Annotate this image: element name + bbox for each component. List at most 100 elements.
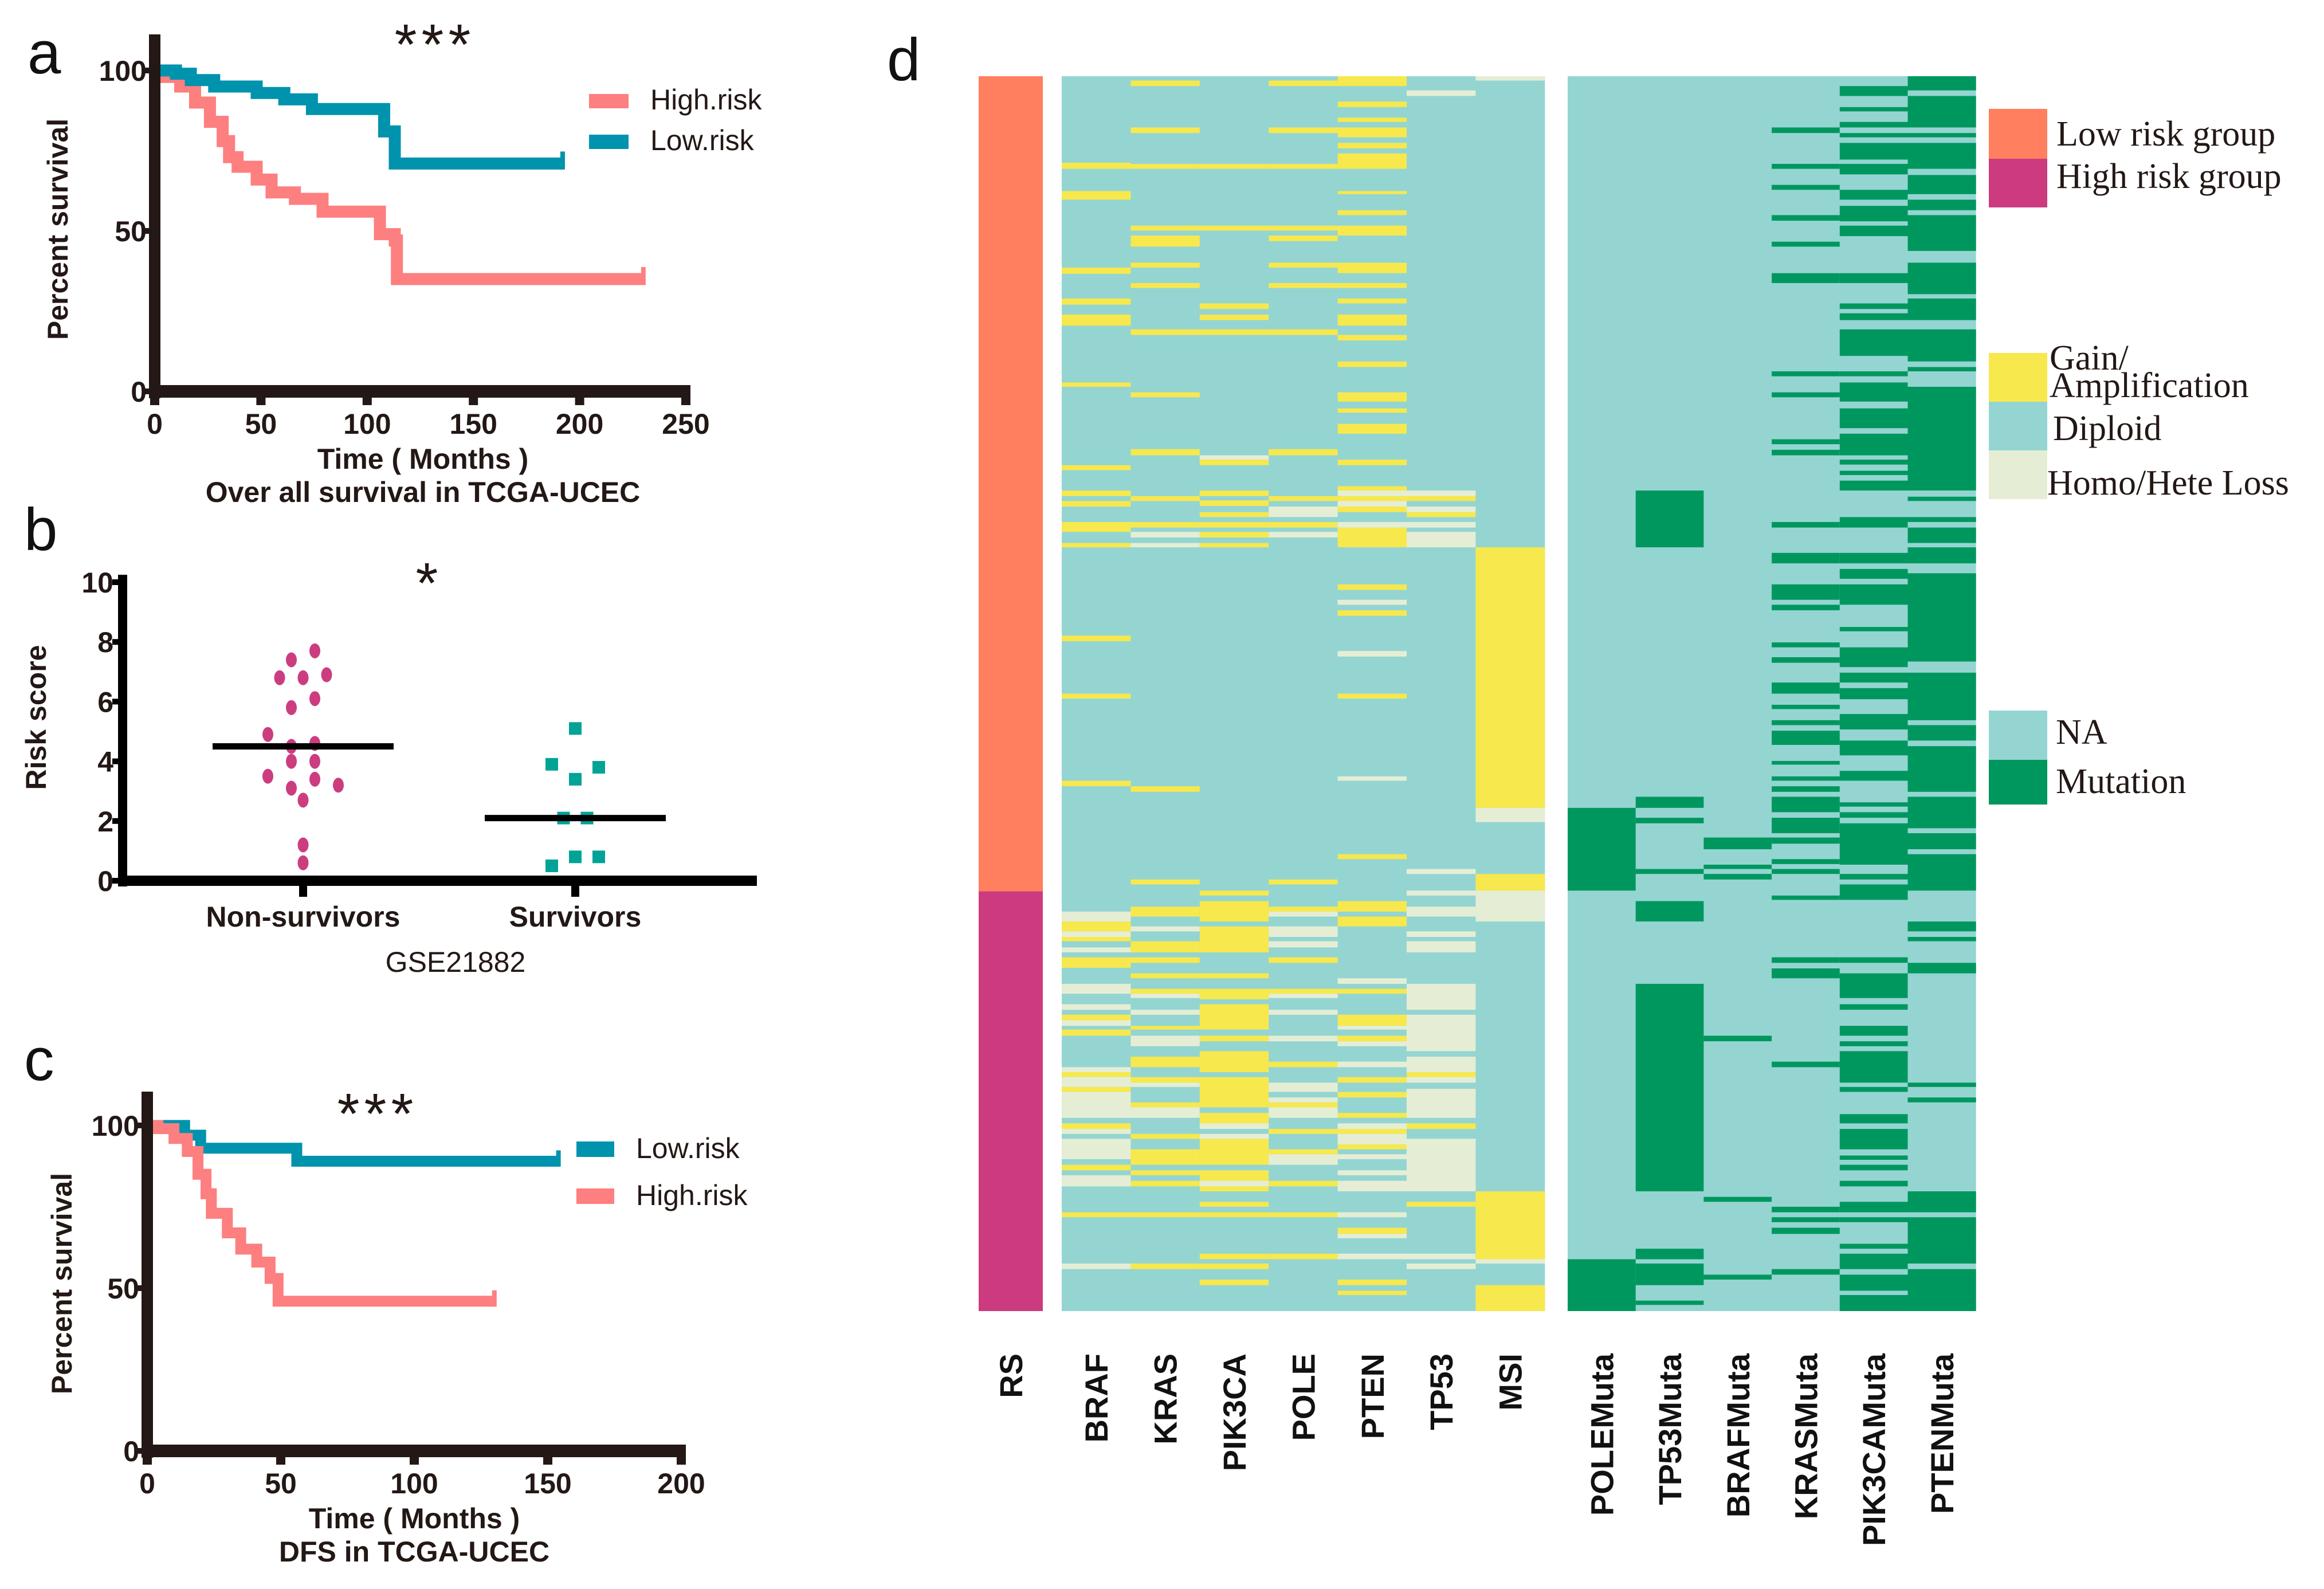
heatmap-cell-loss	[1407, 1089, 1476, 1118]
heatmap-cell-gain	[1337, 486, 1407, 491]
heatmap-cell-mutation	[1772, 859, 1840, 864]
column-label: POLEMuta	[1584, 1353, 1620, 1516]
heatmap-cell-gain	[1337, 584, 1407, 590]
heatmap-cell-gain	[1337, 1092, 1407, 1098]
heatmap-cell-gain	[1337, 901, 1407, 912]
data-point	[309, 754, 320, 769]
heatmap-cell-loss	[1337, 1234, 1407, 1238]
heatmap-cell-gain	[1130, 941, 1200, 952]
heatmap-cell-mutation	[1635, 1264, 1704, 1285]
heatmap-cell-gain	[1337, 496, 1407, 501]
heatmap-cell-mutation	[1839, 225, 1908, 237]
heatmap-cell-gain	[1062, 268, 1131, 274]
heatmap-cell-gain	[1062, 501, 1131, 507]
heatmap-cell-gain	[1062, 635, 1131, 641]
heatmap-cell-mutation	[1907, 133, 1976, 138]
heatmap-cell-mutation	[1839, 206, 1908, 222]
heatmap-cell-mutation	[1772, 1227, 1840, 1234]
heatmap-cell-mutation	[1907, 386, 1976, 491]
legend-label: High.risk	[650, 84, 762, 116]
heatmap-cell-loss	[1269, 1082, 1338, 1092]
heatmap-cell-gain	[1269, 1061, 1338, 1068]
heatmap-cell-mutation	[1703, 874, 1772, 880]
heatmap-cell-mutation	[1772, 449, 1840, 456]
risk-group-bar	[979, 891, 1043, 1311]
heatmap-cell-loss	[1407, 532, 1476, 548]
heatmap-cell-mutation	[1907, 329, 1976, 362]
heatmap-cell-mutation	[1839, 480, 1908, 491]
heatmap-cell-gain	[1337, 1280, 1407, 1285]
heatmap-cell-mutation	[1839, 470, 1908, 476]
heatmap-cell-gain	[1475, 874, 1545, 891]
heatmap-cell-loss	[1407, 1253, 1476, 1260]
heatmap-cell-gain	[1337, 693, 1407, 699]
heatmap-cell-loss	[1407, 507, 1476, 512]
heatmap-cell-mutation	[1839, 1114, 1908, 1124]
heatmap-cell-mutation	[1839, 1202, 1908, 1213]
heatmap-cell-gain	[1337, 143, 1407, 149]
heatmap-cell-gain	[1269, 496, 1338, 501]
heatmap-cell-gain	[1062, 1029, 1131, 1036]
heatmap-cell-mutation	[1839, 1253, 1908, 1269]
mutation-column-ptenmuta	[1907, 76, 1976, 1311]
heatmap-cell-mutation	[1907, 262, 1976, 295]
heatmap-cell-gain	[1269, 235, 1338, 241]
heatmap-cell-loss	[1199, 1123, 1269, 1129]
heatmap-cell-gain	[1269, 225, 1338, 231]
heatmap-cell-gain	[1199, 973, 1269, 979]
column-label: KRAS	[1148, 1353, 1184, 1445]
heatmap-cell-loss	[1269, 507, 1338, 517]
y-tick-label: 4	[97, 746, 113, 778]
heatmap-cell-mutation	[1907, 937, 1976, 941]
heatmap-cell-gain	[1199, 460, 1269, 465]
heatmap-cell-gain	[1337, 76, 1407, 87]
heatmap-cell-loss	[1062, 1004, 1131, 1010]
heatmap-cell-mutation	[1839, 382, 1908, 402]
heatmap-cell-loss	[1337, 501, 1407, 507]
heatmap-cell-loss	[1269, 911, 1338, 917]
heatmap-cell-loss	[1475, 76, 1545, 81]
heatmap-cell-gain	[1269, 1253, 1338, 1260]
legend-label: High.risk	[636, 1179, 748, 1211]
heatmap-cell-mutation	[1907, 199, 1976, 210]
heatmap-cell-mutation	[1839, 874, 1908, 880]
heatmap-cell-mutation	[1772, 371, 1840, 376]
heatmap-cell-gain	[1130, 1133, 1200, 1139]
heatmap-cell-mutation	[1839, 973, 1908, 998]
heatmap-cell-mutation	[1772, 657, 1840, 663]
column-label: BRAFMuta	[1720, 1353, 1756, 1517]
heatmap-cell-gain	[1199, 532, 1269, 537]
heatmap-cell-loss	[1062, 911, 1131, 922]
heatmap-cell-gain	[1130, 496, 1200, 501]
data-point	[297, 837, 309, 853]
heatmap-cell-mutation	[1772, 552, 1840, 564]
heatmap-cell-gain	[1130, 973, 1200, 979]
heatmap-cell-loss	[1337, 1180, 1407, 1191]
heatmap-cell-gain	[1062, 921, 1131, 932]
heatmap-cell-mutation	[1839, 329, 1908, 356]
data-point	[333, 778, 344, 793]
legend-label: High risk group	[2056, 157, 2282, 196]
heatmap-cell-gain	[1199, 329, 1269, 335]
y-tick-label: 0	[123, 1435, 139, 1468]
heatmap-cell-gain	[1337, 127, 1407, 138]
heatmap-cell-mutation	[1839, 143, 1908, 160]
cnv-column-pik3ca	[1199, 76, 1269, 1311]
heatmap-cell-loss	[1337, 978, 1407, 984]
heatmap-cell-loss	[1407, 1077, 1476, 1083]
heatmap-cell-gain	[1062, 937, 1131, 941]
column-label: PTENMuta	[1924, 1353, 1960, 1514]
heatmap-cell-loss	[1337, 1212, 1407, 1218]
heatmap-cell-gain	[1199, 303, 1269, 309]
heatmap-cell-gain	[1199, 491, 1269, 496]
heatmap-cell-gain	[1337, 1035, 1407, 1042]
heatmap-cell-gain	[1337, 101, 1407, 107]
heatmap-cell-mutation	[1772, 731, 1840, 745]
heatmap-cell-loss	[1199, 455, 1269, 460]
heatmap-cell-gain	[1269, 449, 1338, 456]
heatmap-cell-gain	[1062, 191, 1131, 200]
heatmap-cell-mutation	[1839, 1294, 1908, 1311]
y-tick-label: 8	[97, 626, 113, 658]
heatmap-cell-mutation	[1772, 164, 1840, 169]
heatmap-cell-gain	[1199, 1004, 1269, 1030]
